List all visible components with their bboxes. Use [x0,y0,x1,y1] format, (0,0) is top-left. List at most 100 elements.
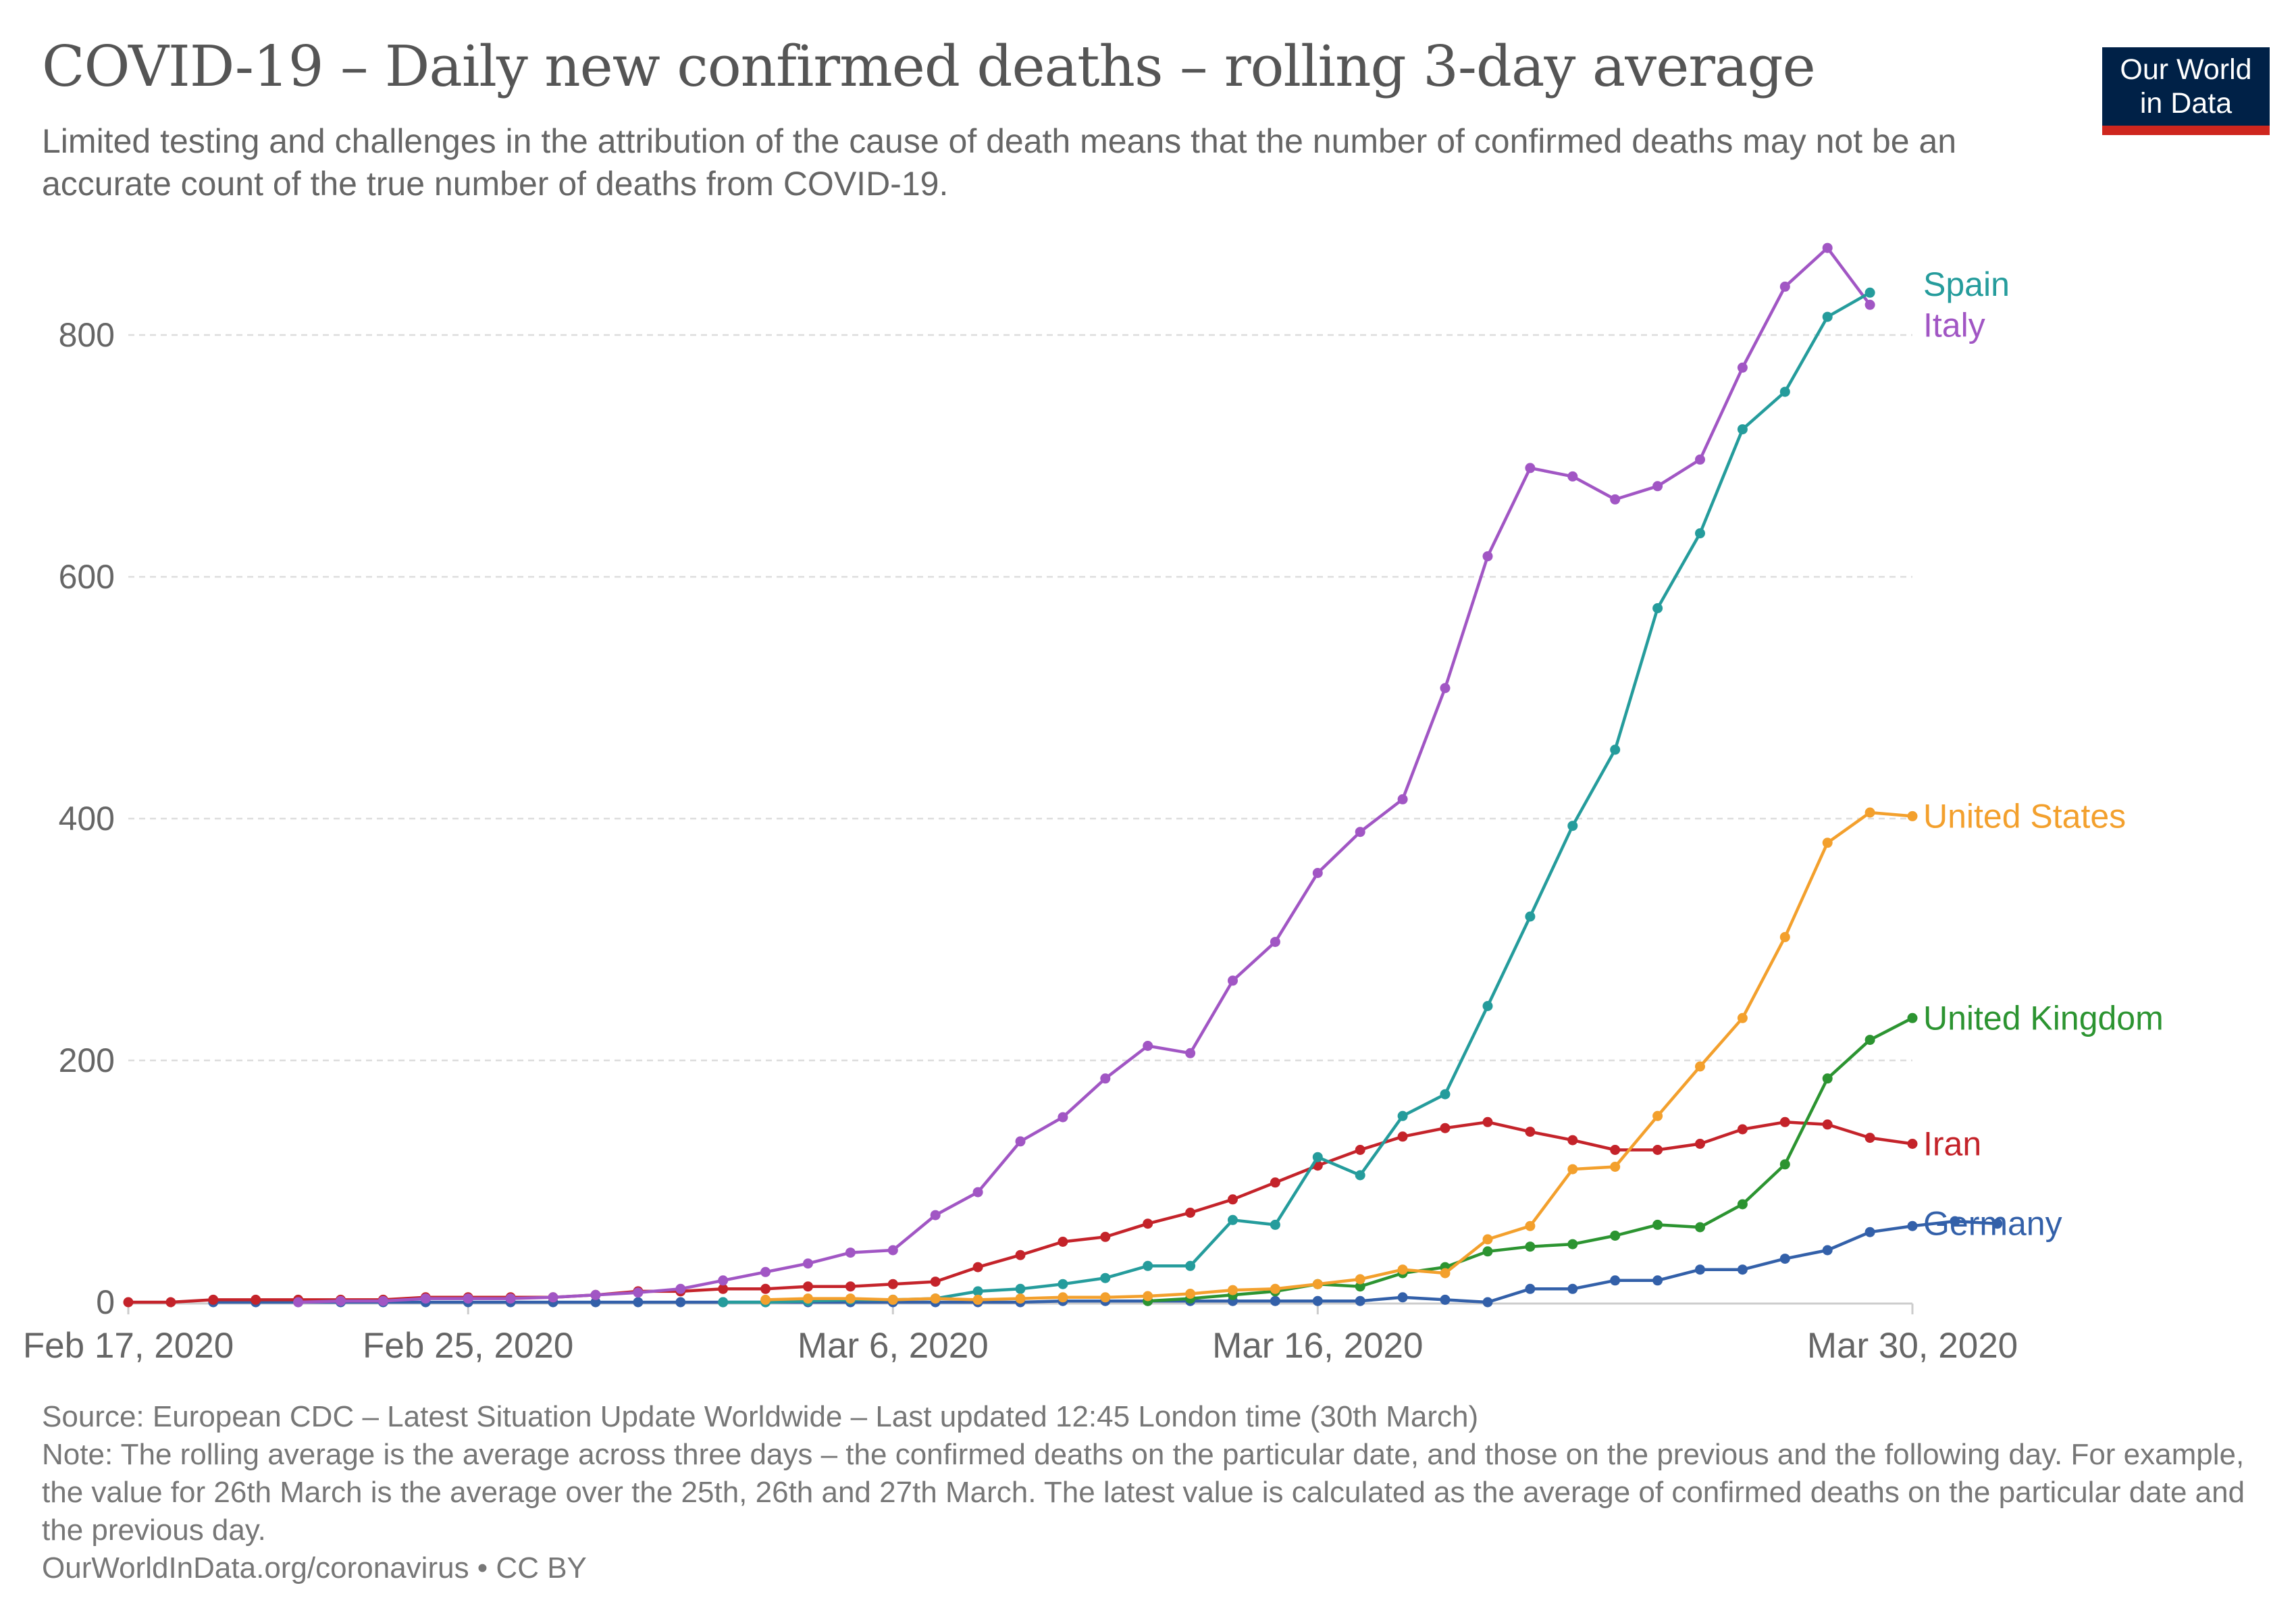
data-point[interactable] [1822,1119,1833,1130]
data-point[interactable] [845,1281,856,1292]
data-point[interactable] [972,1262,983,1272]
data-point[interactable] [1440,1268,1451,1279]
data-point[interactable] [1270,1283,1280,1294]
data-point[interactable] [1058,1237,1068,1247]
series-line-spain[interactable] [721,291,1872,1304]
data-point[interactable] [1397,1110,1408,1121]
owid-logo[interactable]: Our World in Data [2102,47,2270,135]
data-point[interactable] [1525,911,1536,922]
data-point[interactable] [845,1293,856,1304]
data-point[interactable] [972,1187,983,1198]
data-point[interactable] [1610,1231,1621,1241]
data-point[interactable] [548,1292,558,1303]
data-point[interactable] [1525,1283,1536,1294]
data-point[interactable] [1397,1131,1408,1142]
data-point[interactable] [1355,1281,1365,1292]
data-point[interactable] [1015,1283,1026,1294]
data-point[interactable] [1525,1241,1536,1252]
data-point[interactable] [887,1279,898,1289]
data-point[interactable] [1695,1139,1705,1149]
data-point[interactable] [1864,1133,1875,1143]
data-point[interactable] [1100,1292,1111,1303]
data-point[interactable] [1440,1123,1451,1133]
data-point[interactable] [1695,528,1705,539]
data-point[interactable] [1610,494,1621,505]
data-point[interactable] [760,1294,771,1305]
data-point[interactable] [1525,463,1536,473]
data-point[interactable] [1228,1194,1238,1205]
data-point[interactable] [1737,1199,1748,1210]
data-point[interactable] [1567,821,1578,831]
series-label-germany[interactable]: Germany [1923,1205,2062,1243]
data-point[interactable] [633,1297,644,1308]
footer-link[interactable]: OurWorldInData.org/coronavirus • CC BY [42,1551,587,1585]
data-point[interactable] [1610,1275,1621,1286]
data-point[interactable] [1822,311,1833,322]
data-point[interactable] [1440,683,1451,694]
data-point[interactable] [760,1283,771,1294]
data-point[interactable] [1270,1295,1280,1306]
data-point[interactable] [463,1293,473,1304]
data-point[interactable] [1610,1145,1621,1155]
data-point[interactable] [1312,1295,1323,1306]
data-point[interactable] [1397,1264,1408,1275]
data-point[interactable] [1058,1112,1068,1123]
data-point[interactable] [1143,1218,1153,1229]
data-point[interactable] [251,1294,261,1305]
data-point[interactable] [1779,1254,1790,1264]
data-point[interactable] [1482,1234,1493,1245]
data-point[interactable] [1652,1275,1663,1286]
data-point[interactable] [1652,1145,1663,1155]
data-point[interactable] [1864,299,1875,310]
data-point[interactable] [1270,1177,1280,1188]
data-point[interactable] [1058,1279,1068,1289]
data-point[interactable] [1567,1135,1578,1146]
series-label-united-states[interactable]: United States [1923,797,2126,835]
data-point[interactable] [1822,1073,1833,1084]
data-point[interactable] [1567,1164,1578,1175]
data-point[interactable] [1482,1001,1493,1011]
data-point[interactable] [1482,1246,1493,1257]
data-point[interactable] [1397,794,1408,804]
data-point[interactable] [1822,242,1833,253]
data-point[interactable] [1440,1089,1451,1100]
data-point[interactable] [972,1294,983,1305]
series-line-iran[interactable] [126,1121,1914,1304]
data-point[interactable] [1737,362,1748,373]
data-point[interactable] [1355,827,1365,838]
data-point[interactable] [1737,424,1748,435]
data-point[interactable] [590,1289,601,1300]
data-point[interactable] [1822,1245,1833,1256]
data-point[interactable] [1907,1139,1918,1149]
data-point[interactable] [1270,937,1280,948]
data-point[interactable] [1312,1152,1323,1162]
data-point[interactable] [1737,1124,1748,1135]
data-point[interactable] [590,1297,601,1308]
data-point[interactable] [1482,1297,1493,1308]
data-point[interactable] [887,1294,898,1305]
data-point[interactable] [1864,1035,1875,1046]
data-point[interactable] [1864,287,1875,298]
data-point[interactable] [1737,1264,1748,1275]
data-point[interactable] [420,1293,431,1304]
data-point[interactable] [1015,1136,1026,1147]
data-point[interactable] [1737,1012,1748,1023]
data-point[interactable] [930,1277,941,1287]
data-point[interactable] [1864,1227,1875,1237]
data-point[interactable] [1143,1041,1153,1051]
data-point[interactable] [1992,1218,2003,1229]
data-point[interactable] [1525,1220,1536,1231]
data-point[interactable] [1058,1292,1068,1303]
data-point[interactable] [1228,1214,1238,1225]
data-point[interactable] [1525,1127,1536,1137]
data-point[interactable] [1143,1260,1153,1271]
data-point[interactable] [1185,1208,1196,1218]
data-point[interactable] [505,1293,516,1304]
data-point[interactable] [1312,1279,1323,1289]
data-point[interactable] [718,1297,729,1308]
data-point[interactable] [208,1294,219,1305]
series-line-united-states[interactable] [764,810,1914,1302]
data-point[interactable] [1695,454,1705,465]
data-point[interactable] [1482,1116,1493,1127]
series-label-spain[interactable]: Spain [1923,265,2010,303]
